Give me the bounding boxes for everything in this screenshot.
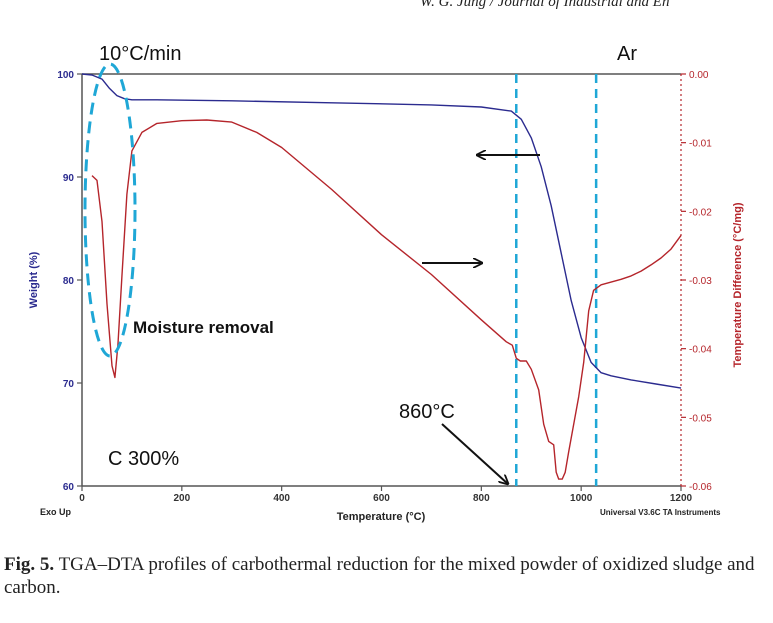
tga-dta-chart: 0 200 400 600 800 1000 1200 60 70 80 90 100 0.00 -0.0… [28, 43, 744, 523]
figure-label: Fig. 5. [4, 554, 55, 575]
moisture-removal-label: Moisture removal [133, 318, 274, 337]
weight-series-line [81, 73, 682, 389]
x-tick-label: 200 [173, 493, 190, 504]
y-tick-label: 80 [63, 276, 75, 287]
x-tick-label: 600 [373, 493, 390, 504]
x-tick-label: 800 [473, 493, 490, 504]
x-tick-label: 400 [273, 493, 290, 504]
y2-axis-title: Temperature Difference (°C/mg) [732, 202, 744, 367]
dta-series-line [91, 119, 682, 480]
y-tick-label: 90 [63, 173, 75, 184]
x-tick-label: 1000 [570, 493, 593, 504]
marker-layer [515, 74, 598, 486]
onset-temperature-label: 860°C [399, 401, 455, 423]
series-layer [81, 73, 682, 480]
y2-tick-label: -0.05 [689, 413, 712, 424]
y-axis-title: Weight (%) [28, 251, 40, 308]
figure-caption: Fig. 5. TGA–DTA profiles of carbothermal… [4, 553, 768, 599]
figure-caption-text: TGA–DTA profiles of carbothermal reducti… [4, 554, 755, 598]
moisture-ellipse [83, 62, 137, 358]
software-label: Universal V3.6C TA Instruments [600, 508, 721, 517]
y2-tick-label: -0.06 [689, 482, 712, 493]
y2-tick-label: -0.02 [689, 207, 712, 218]
x-tick-label: 1200 [670, 493, 693, 504]
running-head: W. G. Jung / Journal of Industrial and E… [420, 0, 670, 10]
x-tick-label: 0 [79, 493, 85, 504]
exo-up-label: Exo Up [40, 507, 72, 517]
y-tick-label: 100 [57, 70, 74, 81]
y2-tick-label: -0.04 [689, 345, 712, 356]
y2-tick-label: -0.01 [689, 139, 712, 150]
carbon-ratio-label: C 300% [108, 448, 179, 470]
y2-tick-label: -0.03 [689, 276, 712, 287]
onset-arrow [441, 423, 508, 484]
atmosphere-label: Ar [617, 43, 637, 65]
tick-layer: 0 200 400 600 800 1000 1200 60 70 80 90 100 0.00 -0.0… [57, 70, 712, 504]
heating-rate-label: 10°C/min [99, 43, 181, 65]
y-tick-label: 70 [63, 379, 75, 390]
y-tick-label: 60 [63, 482, 75, 493]
y2-tick-label: 0.00 [689, 70, 709, 81]
x-axis-title: Temperature (°C) [337, 511, 426, 523]
